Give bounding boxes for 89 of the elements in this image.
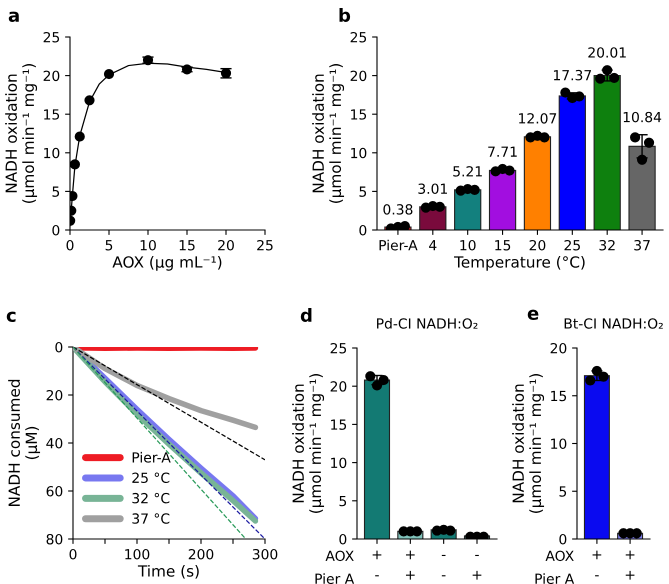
y-tick-label: 15 [44, 109, 60, 120]
y-axis-title: NADH consumed (µM) [8, 380, 40, 506]
data-label: 12.07 [519, 113, 556, 124]
x-tick-label: Pier-A [380, 240, 418, 250]
data-label: 7.71 [488, 146, 517, 157]
x-axis-title: Time (s) [138, 564, 199, 579]
text: a [8, 12, 19, 22]
x-tick-label: 15 [180, 240, 195, 250]
text: e [528, 310, 538, 320]
y-tick-label: 15 [351, 109, 366, 120]
y-tick-label: 20 [46, 390, 62, 400]
legend-label: 25 °C [132, 472, 170, 484]
x-tick-label: 10 [460, 240, 476, 250]
legend-label: 32 °C [132, 492, 170, 504]
x-tick-label: 37 [634, 240, 650, 250]
y-tick-label: 10 [351, 148, 366, 158]
x-tick-label: 100 [125, 548, 150, 560]
y-tick-label: 10 [551, 438, 566, 449]
y-tick-label: 20 [550, 342, 566, 354]
chart-title: Bt-CI NADH:O₂ [564, 318, 663, 329]
y-tick-label: 60 [46, 486, 62, 496]
bar [488, 170, 516, 230]
y-tick-label: 80 [46, 534, 62, 544]
x-tick-label: 300 [252, 548, 278, 560]
y-tick-label: 15 [551, 390, 566, 402]
data-label: 5.21 [453, 166, 482, 177]
y-tick-label: 5 [560, 486, 566, 497]
chart-title: Pd-CI NADH:O₂ [377, 318, 478, 329]
y-tick-label: 0 [52, 224, 60, 236]
y-axis-title: NADH oxidation (µmol min⁻¹ mg⁻¹) [292, 374, 324, 513]
y-tick-label: 15 [331, 420, 346, 430]
x-tick-label: 32 [599, 240, 615, 250]
text: d [300, 308, 312, 322]
y-tick-label: 20 [330, 381, 346, 392]
y-tick-label: 25 [330, 342, 346, 354]
point [182, 64, 192, 75]
y-tick-label: 5 [360, 186, 366, 197]
y-axis-title: NADH oxidation (µmol min⁻¹ mg⁻¹) [512, 374, 544, 513]
bar [524, 136, 552, 230]
y-tick-label: 10 [331, 458, 346, 468]
y-axis-title: NADH oxidation (µmol min⁻¹ mg⁻¹) [312, 64, 344, 203]
bar [558, 95, 586, 230]
y-tick-label: 5 [52, 186, 60, 197]
legend-label: Pier-A [132, 452, 171, 463]
x-tick-label: + - [592, 550, 602, 576]
data-label: 0.38 [383, 204, 412, 215]
x-tick-label: 0 [66, 240, 74, 250]
x-tick-label: 10 [140, 240, 156, 250]
x-axis-title: AOX (µg mL⁻¹) [112, 256, 222, 271]
x-tick-label: 20 [218, 240, 234, 250]
y-tick-label: 25 [44, 32, 60, 42]
x-tick-label: + + [406, 550, 415, 580]
x-tick-label: 20 [530, 240, 546, 250]
y-axis-title: NADH oxidation (µmol min⁻¹ mg⁻¹) [5, 64, 38, 203]
y-tick-label: 5 [340, 496, 346, 506]
data-label: 17.37 [554, 70, 592, 80]
y-tick-label: 25 [350, 32, 366, 42]
text: b [340, 8, 350, 22]
data-label: 20.01 [588, 47, 626, 58]
y-tick-label: 10 [44, 148, 60, 158]
x-tick-label: - + [472, 554, 482, 580]
bar [594, 74, 621, 230]
x-tick-label: + + [626, 550, 634, 580]
x-tick-label: 0 [69, 548, 76, 560]
legend-label: 37 °C [132, 513, 170, 524]
x-tick-label: + - [372, 550, 382, 576]
y-tick-label: 0 [559, 534, 566, 544]
y-tick-label: 20 [350, 70, 366, 82]
x-tick-label: 25 [257, 240, 273, 250]
data-label: 10.84 [624, 112, 662, 122]
text: AOX [546, 550, 574, 562]
x-axis-title: Temperature (°C) [454, 256, 585, 271]
text: Pier A [315, 573, 354, 584]
text: c [6, 312, 16, 322]
text: Pier A [535, 573, 574, 584]
bar [364, 380, 390, 539]
y-tick-label: 0 [339, 534, 346, 544]
y-tick-label: 20 [44, 70, 60, 82]
x-tick-label: 15 [495, 240, 510, 250]
category-label: - - [442, 554, 446, 576]
x-tick-label: 4 [429, 240, 436, 250]
y-tick-label: 40 [46, 438, 62, 448]
y-tick-label: 0 [359, 224, 366, 236]
y-tick-label: 0 [55, 342, 62, 352]
x-tick-label: 200 [188, 548, 214, 560]
data-label: 3.01 [418, 183, 447, 194]
text: AOX [326, 550, 354, 562]
x-tick-label: 5 [106, 240, 112, 250]
bar [628, 146, 656, 230]
